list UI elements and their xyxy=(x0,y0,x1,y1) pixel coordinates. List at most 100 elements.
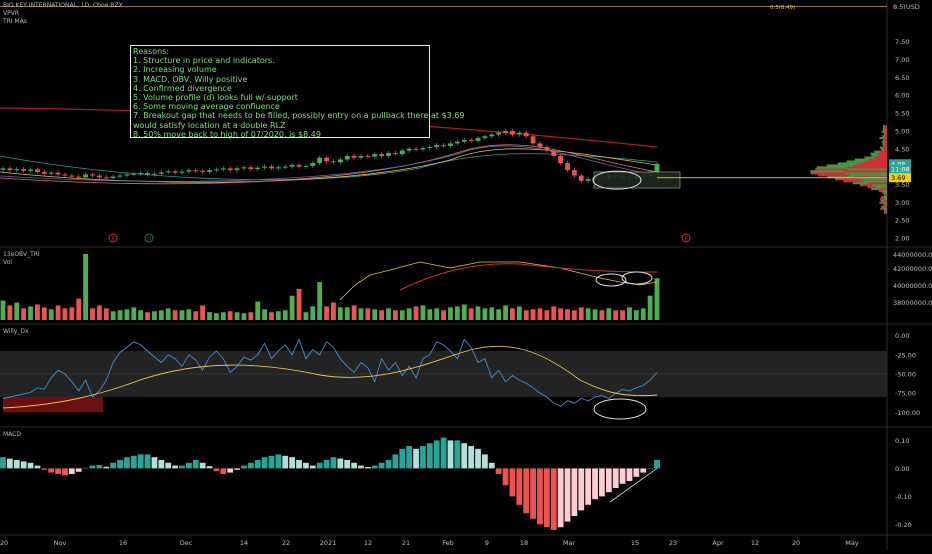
macd-histogram-bar xyxy=(117,460,123,468)
macd-histogram-bar xyxy=(558,468,564,527)
volume-profile-bar xyxy=(847,160,865,162)
volume-bar xyxy=(21,308,26,320)
willy-label[interactable]: Willy_Dx xyxy=(3,328,29,335)
candle xyxy=(324,158,329,162)
macd-histogram-bar xyxy=(241,466,247,469)
volume-bar xyxy=(7,305,12,320)
candle xyxy=(255,168,260,169)
volume-bar xyxy=(379,310,384,320)
candle xyxy=(262,167,267,168)
macd-histogram-bar xyxy=(592,468,598,499)
macd-histogram-bar xyxy=(41,468,47,469)
volume-profile-bar xyxy=(885,194,887,196)
volume-bar xyxy=(482,308,487,320)
volume-profile-bar xyxy=(835,178,858,180)
volume-profile-bar xyxy=(881,196,884,198)
volume-profile-bar xyxy=(883,135,885,137)
highlight-ellipse xyxy=(594,399,646,419)
volume-bar xyxy=(42,307,47,320)
macd-histogram-bar xyxy=(530,468,536,518)
candle xyxy=(14,169,19,170)
volume-bar xyxy=(76,299,81,320)
volume-profile-bar xyxy=(849,174,887,176)
candle xyxy=(359,156,364,158)
event-marker-label: E xyxy=(111,237,114,243)
macd-histogram-bar xyxy=(386,460,392,468)
volume-profile-bar xyxy=(885,212,887,214)
symbol-title[interactable]: BIO KEY INTERNATIONAL, 1D, Cboe BZX xyxy=(3,2,123,9)
macd-histogram-bar xyxy=(565,468,571,521)
vpvr-label[interactable]: VPVR xyxy=(3,10,19,17)
volume-profile-bar xyxy=(883,208,887,210)
volume-bar xyxy=(303,312,308,320)
volume-profile-bar xyxy=(860,162,887,164)
willy-tick-label: -50.00 xyxy=(895,371,916,379)
candle xyxy=(152,174,157,175)
time-axis-label: 22 xyxy=(282,539,290,547)
reason-line: 4. Confirmed divergence xyxy=(133,84,427,93)
volume-profile-bar xyxy=(883,202,887,204)
macd-histogram-bar xyxy=(207,466,213,468)
obv-label[interactable]: 13eOBV_TRI xyxy=(3,251,40,258)
candle xyxy=(145,173,150,174)
volume-profile-bar xyxy=(884,141,887,143)
volume-bar xyxy=(359,308,364,320)
volume-bar xyxy=(262,309,267,320)
macd-histogram-bar xyxy=(413,449,419,469)
volume-bar xyxy=(434,308,439,320)
macd-histogram-bar xyxy=(613,468,619,488)
highlight-ellipse xyxy=(622,272,652,284)
candle xyxy=(482,136,487,138)
candle xyxy=(365,156,370,157)
candle xyxy=(90,174,95,175)
macd-histogram-bar xyxy=(62,468,68,475)
macd-histogram-bar xyxy=(441,438,447,469)
volume-bar xyxy=(476,306,481,320)
candle xyxy=(544,147,549,151)
candle xyxy=(131,174,136,175)
volume-profile-bar xyxy=(818,174,849,176)
volume-profile-bar xyxy=(811,172,845,174)
volume-bar xyxy=(63,308,68,320)
reason-line: 8. 50% move back to high of 07/2020, is … xyxy=(133,130,427,139)
candle xyxy=(186,170,191,171)
obv-tick-label: 40000000.00 xyxy=(893,282,932,290)
volume-profile-bar xyxy=(885,210,887,212)
price-tick-label: 5.00 xyxy=(895,127,909,135)
volume-profile-bar xyxy=(878,155,887,157)
obv-signal-line xyxy=(340,262,657,300)
macd-histogram-bar xyxy=(172,466,178,469)
candle xyxy=(235,168,240,170)
macd-histogram-bar xyxy=(420,446,426,468)
macd-histogram-bar xyxy=(282,456,288,469)
candle xyxy=(496,133,501,135)
volume-profile-bar xyxy=(853,182,868,184)
macd-label[interactable]: MACD xyxy=(3,431,21,438)
volume-bar xyxy=(131,307,136,320)
volume-bar xyxy=(393,310,398,320)
macd-histogram-bar xyxy=(21,461,27,468)
macd-histogram-bar xyxy=(69,468,75,474)
volume-bar xyxy=(138,310,143,320)
candle xyxy=(331,161,336,162)
candle xyxy=(42,172,47,174)
tri-mas-label[interactable]: TRI MAs xyxy=(3,18,27,25)
macd-tick-label: 0.00 xyxy=(895,465,909,473)
volume-bar xyxy=(97,305,102,320)
macd-histogram-bar xyxy=(289,457,295,468)
candle xyxy=(524,133,529,137)
candle xyxy=(379,154,384,156)
candle xyxy=(166,171,171,172)
candle xyxy=(414,149,419,150)
candle xyxy=(579,176,584,181)
macd-histogram-bar xyxy=(503,468,509,485)
price-badge-label: 3.69 xyxy=(891,174,905,182)
macd-histogram-bar xyxy=(28,463,34,469)
vol-label[interactable]: Vol xyxy=(3,259,12,266)
candle xyxy=(517,133,522,135)
volume-profile-bar xyxy=(885,143,887,145)
volume-bar xyxy=(290,296,295,320)
volume-profile-bar xyxy=(855,159,869,161)
volume-profile-bar xyxy=(885,135,887,137)
candle xyxy=(586,179,591,181)
